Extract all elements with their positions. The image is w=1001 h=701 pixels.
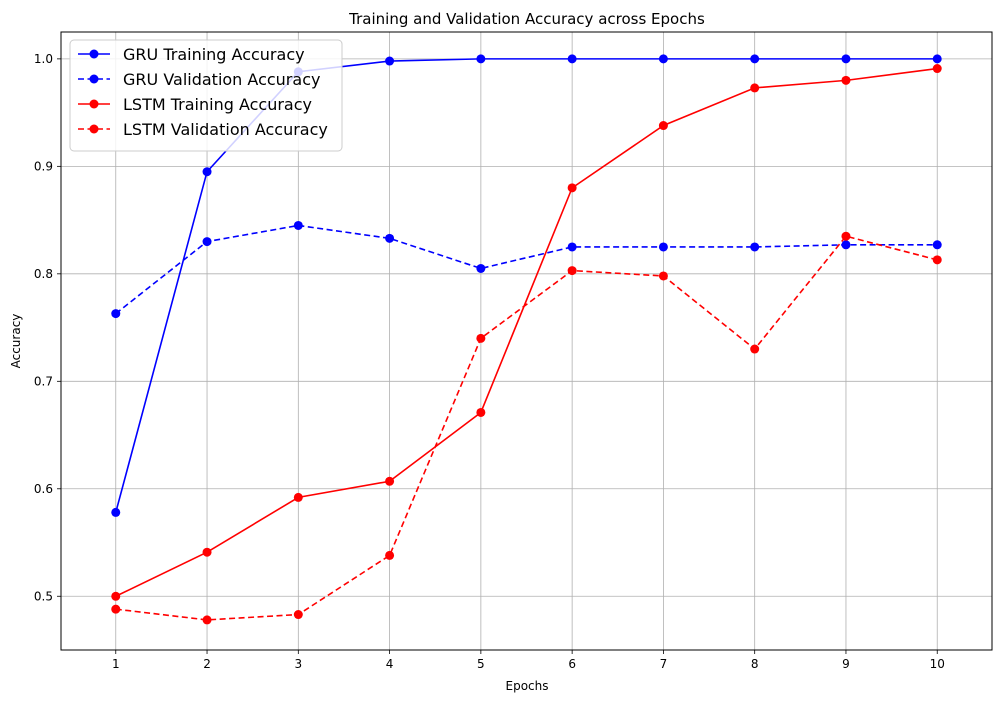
y-tick-label: 0.9 [34,159,53,173]
legend-marker [89,74,99,84]
chart-title: Training and Validation Accuracy across … [348,10,705,28]
data-point [293,610,303,620]
data-point [932,64,942,74]
x-tick-label: 3 [294,657,302,671]
y-axis-title: Accuracy [9,314,23,369]
data-point [658,54,668,64]
legend-label: LSTM Validation Accuracy [123,120,328,139]
data-point [567,183,577,193]
x-tick-label: 10 [930,657,945,671]
data-point [658,242,668,252]
data-point [293,492,303,502]
data-point [567,242,577,252]
data-point [750,242,760,252]
data-point [385,476,395,486]
data-point [750,83,760,93]
data-point [750,344,760,354]
legend-marker [89,99,99,109]
legend-label: GRU Training Accuracy [123,45,305,64]
series-line [115,235,938,621]
x-tick-label: 4 [386,657,394,671]
data-point [111,309,121,319]
data-point [202,547,212,557]
data-point [841,54,851,64]
data-point [658,271,668,281]
data-point [841,231,851,241]
data-point [476,263,486,273]
legend-box [69,39,343,152]
x-tick-label: 7 [660,657,668,671]
data-point [567,266,577,276]
data-point [111,507,121,517]
data-point [202,167,212,177]
data-point [932,240,942,250]
data-point [476,333,486,343]
data-point [658,121,668,131]
legend-marker [89,124,99,134]
data-point [202,237,212,247]
data-point [385,550,395,560]
y-tick-label: 0.8 [34,267,53,281]
data-point [476,54,486,64]
y-tick-label: 1.0 [34,52,53,66]
series-2 [111,220,942,319]
data-point [841,75,851,85]
series-line [115,67,938,597]
x-tick-label: 2 [203,657,211,671]
data-point [932,54,942,64]
data-point [111,604,121,614]
y-tick-label: 0.6 [34,482,53,496]
legend-marker [89,49,99,59]
series-3 [111,64,942,601]
legend-label: LSTM Training Accuracy [123,95,312,114]
series-4 [111,231,942,625]
data-point [750,54,760,64]
y-tick-label: 0.7 [34,374,53,388]
legend: GRU Training Accuracy GRU Validation Accu… [69,39,343,152]
x-axis-title: Epochs [506,679,549,693]
data-point [841,240,851,250]
data-point [476,407,486,417]
x-tick-label: 5 [477,657,485,671]
y-tick-label: 0.5 [34,589,53,603]
data-point [293,220,303,230]
data-point [385,233,395,243]
y-axis: 0.5 0.6 0.7 0.8 0.9 1.0 [34,52,61,603]
data-point [567,54,577,64]
legend-label: GRU Validation Accuracy [123,70,320,89]
plot-frame [60,31,993,651]
x-tick-label: 6 [568,657,576,671]
x-axis: 1 2 3 4 5 6 7 8 9 10 [112,650,945,671]
x-tick-label: 9 [842,657,850,671]
x-tick-label: 8 [751,657,759,671]
data-point [202,615,212,625]
series-line [115,224,938,315]
data-point [385,56,395,66]
data-point [111,591,121,601]
x-tick-label: 1 [112,657,120,671]
data-point [932,255,942,265]
